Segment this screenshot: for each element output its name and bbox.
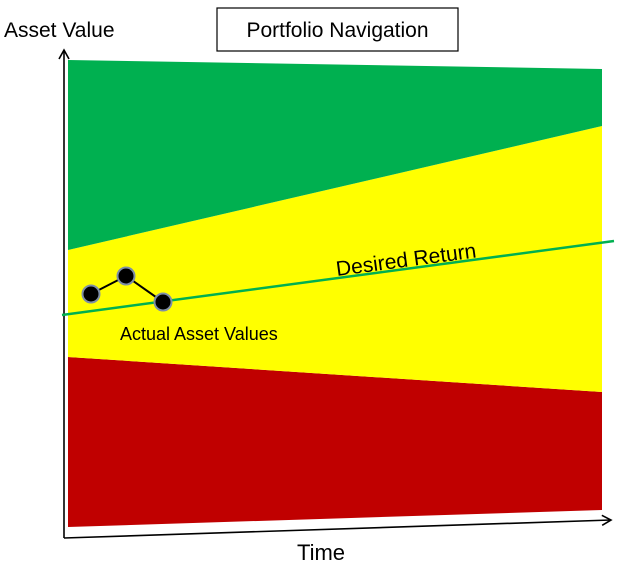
red-zone <box>68 357 602 527</box>
title: Portfolio Navigation <box>246 19 428 42</box>
title-box <box>216 7 459 52</box>
green-zone <box>68 60 602 250</box>
actual-value-point <box>116 266 136 286</box>
actual-value-point <box>81 284 101 304</box>
x-axis <box>63 514 613 539</box>
actual-value-point <box>153 292 173 312</box>
yellow-zone <box>68 126 602 392</box>
x-axis-label: Time <box>297 540 345 565</box>
actual-asset-values-label: Actual Asset Values <box>120 324 278 344</box>
y-axis-label: Asset Value <box>4 19 115 42</box>
